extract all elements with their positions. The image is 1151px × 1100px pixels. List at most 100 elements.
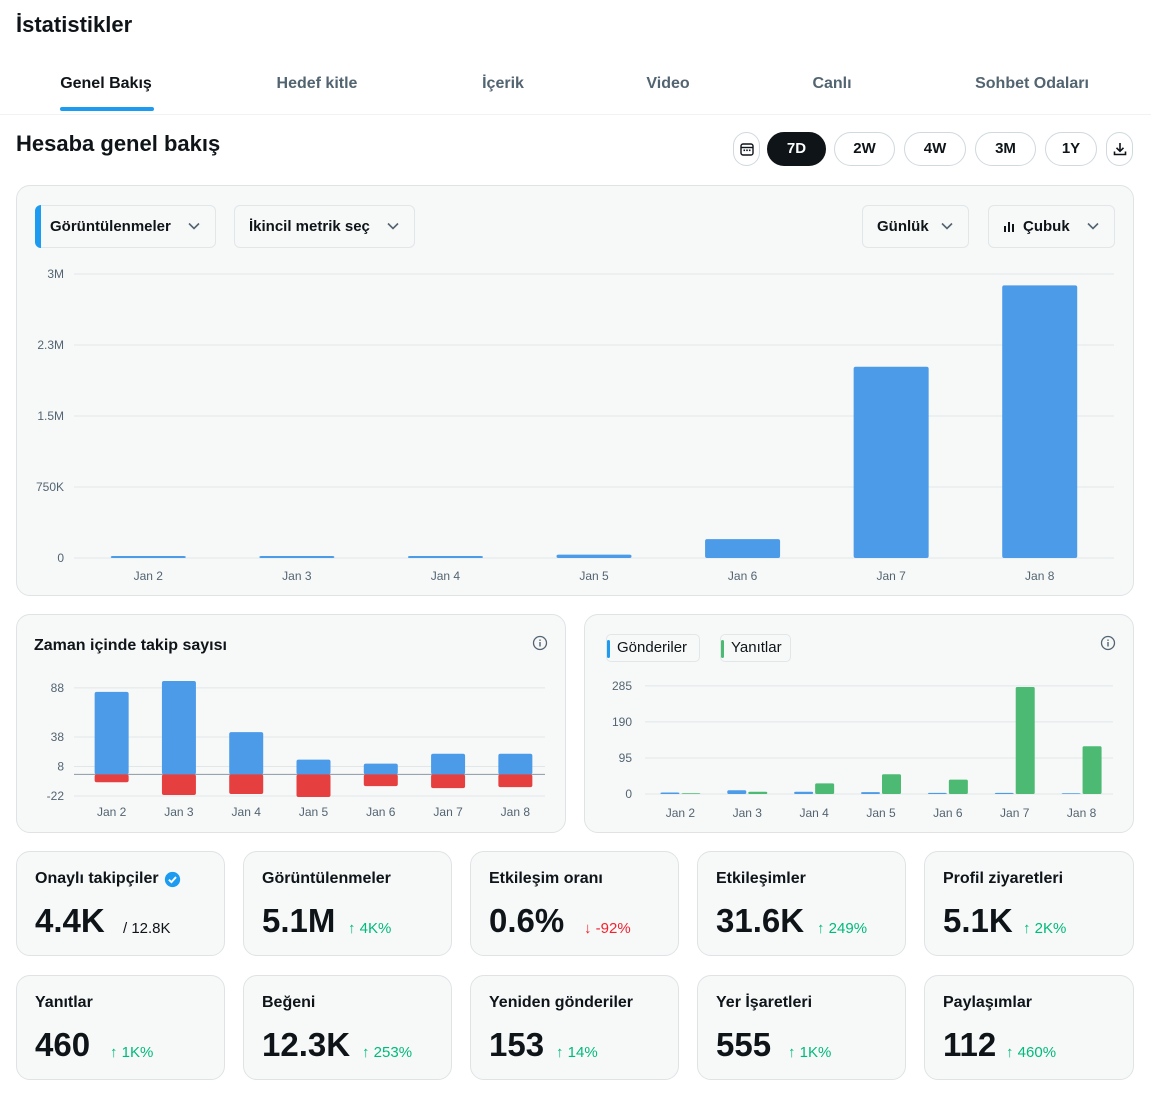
bar [1002,285,1078,558]
y-tick-label: 8 [57,760,64,774]
y-tick-label: -22 [47,789,65,803]
bar-unfollows [363,774,398,787]
bar-posts [727,790,747,794]
y-tick-label: 88 [51,681,65,695]
stat-label: Görüntülenmeler [262,870,391,887]
stat-card-replies[interactable]: Yanıtlar 460 ↑ 1K% [16,975,225,1080]
legend-gonderiler[interactable]: Gönderiler [606,634,700,662]
y-tick-label: 0 [625,787,632,801]
stat-change: ↑ 2K% [1023,920,1067,937]
range-1y-button[interactable]: 1Y [1045,132,1097,166]
y-tick-label: 1.5M [37,409,64,423]
bar [853,366,929,558]
arrow-up-icon: ↑ [788,1044,796,1061]
primary-metric-dropdown[interactable]: Görüntülenmeler [35,205,216,248]
bar-followers [431,753,466,775]
range-2w-button[interactable]: 2W [834,132,895,166]
range-3m-button[interactable]: 3M [975,132,1036,166]
bar [259,556,335,558]
bar-unfollows [229,774,264,795]
tab-hedef-kitle[interactable]: Hedef kitle [276,75,358,92]
stat-change: ↑ 249% [817,920,868,937]
y-tick-label: 3M [47,267,64,281]
chart-type-label: Çubuk [1023,218,1070,235]
stat-change: ↑ 1K% [788,1044,832,1061]
stat-value: 460 [35,1026,91,1063]
tab-canli[interactable]: Canlı [812,75,852,92]
chevron-down-icon [941,222,953,230]
x-tick-label: Jan 8 [501,805,531,819]
main-chart-card: Görüntülenmeler İkincil metrik seç Günlü… [16,185,1134,596]
stat-change: ↑ 4K% [348,920,392,937]
tab-genel-bakis[interactable]: Genel Bakış [60,75,152,92]
secondary-metric-dropdown[interactable]: İkincil metrik seç [234,205,415,248]
info-icon[interactable] [1100,635,1116,651]
legend-yanitlar[interactable]: Yanıtlar [720,634,791,662]
bar-chart-icon [1004,221,1014,232]
bar [556,554,632,558]
y-tick-label: 190 [612,715,632,729]
stat-card-impressions[interactable]: Görüntülenmeler 5.1M ↑ 4K% [243,851,452,956]
download-button[interactable] [1106,132,1133,166]
stat-value: 555 [716,1026,772,1063]
bar-followers [363,763,398,775]
stat-change: ↑ 1K% [110,1044,154,1061]
stat-label: Beğeni [262,994,316,1011]
bar-unfollows [431,774,466,789]
secondary-metric-label: İkincil metrik seç [249,218,370,235]
bar-replies [748,791,768,794]
bar [705,539,781,558]
bar-posts [660,792,680,794]
x-tick-label: Jan 3 [733,806,763,820]
calendar-button[interactable] [733,132,760,166]
stat-label: Onaylı takipçiler [35,870,159,887]
stat-value: 153 [489,1026,545,1063]
stat-change: ↓ -92% [584,920,631,937]
stat-label: Yer İşaretleri [716,994,813,1011]
bar-unfollows [94,774,129,783]
chart-type-dropdown[interactable]: Çubuk [988,205,1115,248]
info-icon[interactable] [532,635,548,651]
x-tick-label: Jan 4 [799,806,829,820]
active-tab-indicator [60,107,154,111]
x-tick-label: Jan 2 [134,569,164,583]
x-tick-label: Jan 6 [728,569,758,583]
tab-icerik[interactable]: İçerik [482,75,524,92]
stat-label: Yeniden gönderiler [489,994,634,1011]
bar-posts [861,792,880,794]
tab-sohbet-odalari[interactable]: Sohbet Odaları [975,75,1089,92]
bar-replies [681,793,701,794]
stat-label: Profil ziyaretleri [943,870,1064,887]
legend-yanitlar-label: Yanıtlar [731,639,782,656]
views-bar-chart: 0 750K 1.5M 2.3M 3M Jan 2 Jan 3 Jan 4 Jan 5 Jan 6… [36,267,1114,583]
stat-value: 4.4K [35,902,105,939]
bar-replies [948,779,968,794]
stat-card-bookmarks[interactable]: Yer İşaretleri 555 ↑ 1K% [697,975,906,1080]
stat-card-verified-followers[interactable]: Onaylı takipçiler 4.4K / 12.8K [16,851,225,956]
interval-dropdown[interactable]: Günlük [862,205,969,248]
arrow-up-icon: ↑ [348,920,356,937]
stat-card-reposts[interactable]: Yeniden gönderiler 153 ↑ 14% [470,975,679,1080]
range-7d-button[interactable]: 7D [767,132,826,166]
bar-unfollows [498,774,533,788]
stat-label: Etkileşimler [716,870,806,887]
y-tick-label: 0 [57,551,64,565]
y-tick-label: 750K [36,480,64,494]
calendar-icon [739,143,754,156]
x-tick-label: Jan 2 [97,805,127,819]
tab-video[interactable]: Video [646,75,690,92]
y-tick-label: 38 [51,730,65,744]
stat-card-shares[interactable]: Paylaşımlar 112 ↑ 460% [924,975,1134,1080]
stat-change: ↑ 253% [362,1044,413,1061]
arrow-up-icon: ↑ [110,1044,118,1061]
stat-card-engagements[interactable]: Etkileşimler 31.6K ↑ 249% [697,851,906,956]
range-4w-button[interactable]: 4W [904,132,966,166]
bar-followers [296,759,331,775]
stat-value: 12.3K [262,1026,351,1063]
x-tick-label: Jan 3 [282,569,312,583]
arrow-up-icon: ↑ [1023,920,1031,937]
stat-card-engagement-rate[interactable]: Etkileşim oranı 0.6% ↓ -92% [470,851,679,956]
stat-card-likes[interactable]: Beğeni 12.3K ↑ 253% [243,975,452,1080]
stat-card-profile-visits[interactable]: Profil ziyaretleri 5.1K ↑ 2K% [924,851,1134,956]
bar-replies [815,783,835,794]
